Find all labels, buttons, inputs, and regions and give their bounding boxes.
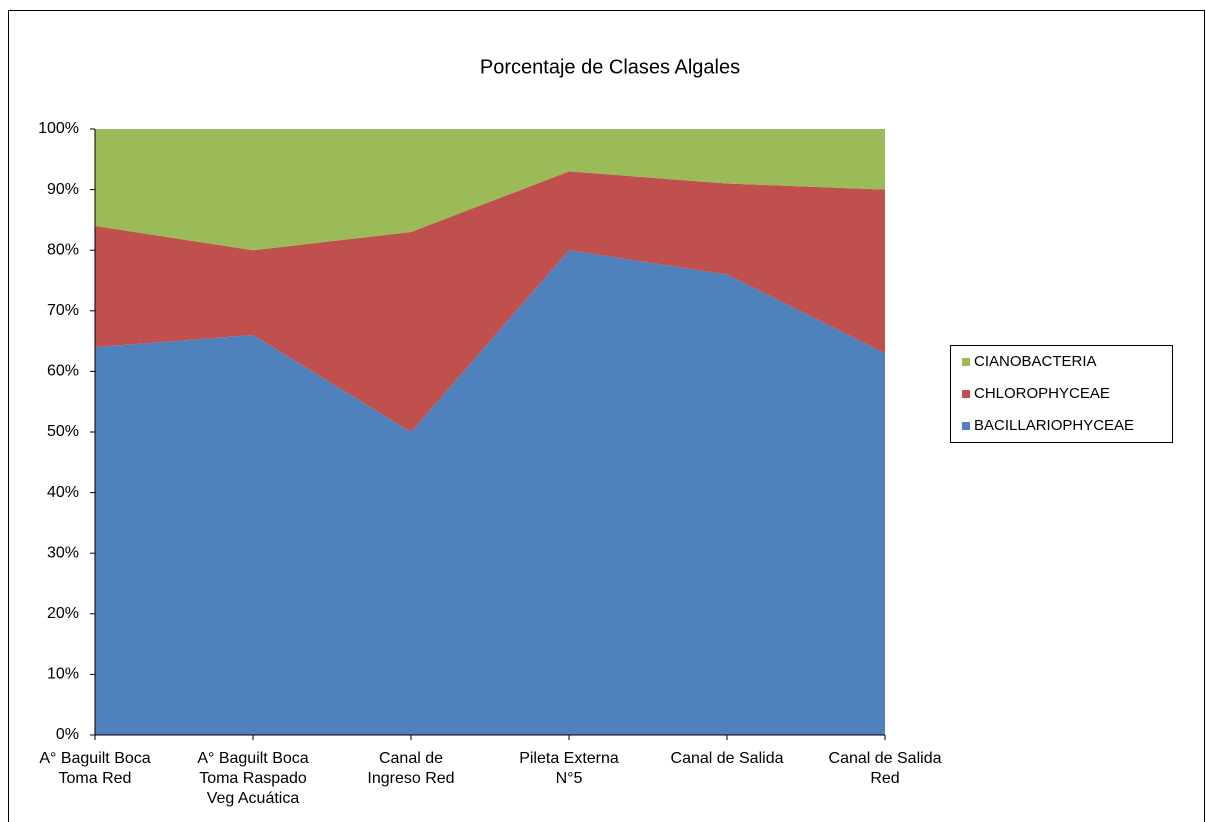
- y-tick-label: 20%: [47, 605, 79, 622]
- x-tick-label: Canal de Salida: [829, 750, 942, 767]
- y-tick-label: 100%: [38, 120, 79, 137]
- x-tick-label: Toma Raspado: [199, 770, 307, 787]
- x-tick-label: Pileta Externa: [519, 750, 619, 767]
- x-tick-label: Canal de: [379, 750, 443, 767]
- y-tick-label: 70%: [47, 302, 79, 319]
- y-tick-label: 0%: [56, 726, 79, 743]
- x-tick-label: Canal de Salida: [671, 750, 784, 767]
- y-tick-label: 10%: [47, 666, 79, 683]
- area: [95, 250, 885, 735]
- area: [95, 129, 885, 251]
- x-tick-label: Ingreso Red: [367, 770, 454, 787]
- y-tick-label: 50%: [47, 423, 79, 440]
- legend-swatch: [962, 422, 970, 430]
- y-tick-label: 30%: [47, 544, 79, 561]
- x-tick-label: N°5: [556, 770, 583, 787]
- area: [95, 171, 885, 433]
- x-tick-label: A° Baguilt Boca: [197, 750, 308, 767]
- legend-swatch: [962, 390, 970, 398]
- x-tick-label: A° Baguilt Boca: [39, 750, 150, 767]
- y-tick-label: 60%: [47, 363, 79, 380]
- legend-label: CHLOROPHYCEAE: [974, 385, 1110, 402]
- x-tick-label: Red: [870, 770, 899, 787]
- legend-label: BACILLARIOPHYCEAE: [974, 417, 1134, 434]
- x-tick-label: Toma Red: [59, 770, 132, 787]
- y-tick-label: 80%: [47, 241, 79, 258]
- y-tick-label: 90%: [47, 181, 79, 198]
- chart-title: Porcentaje de Clases Algales: [480, 56, 740, 78]
- x-tick-label: Veg Acuática: [207, 790, 300, 807]
- legend-swatch: [962, 358, 970, 366]
- y-tick-label: 40%: [47, 484, 79, 501]
- legend-box: [950, 345, 1173, 443]
- legend-label: CIANOBACTERIA: [974, 353, 1097, 370]
